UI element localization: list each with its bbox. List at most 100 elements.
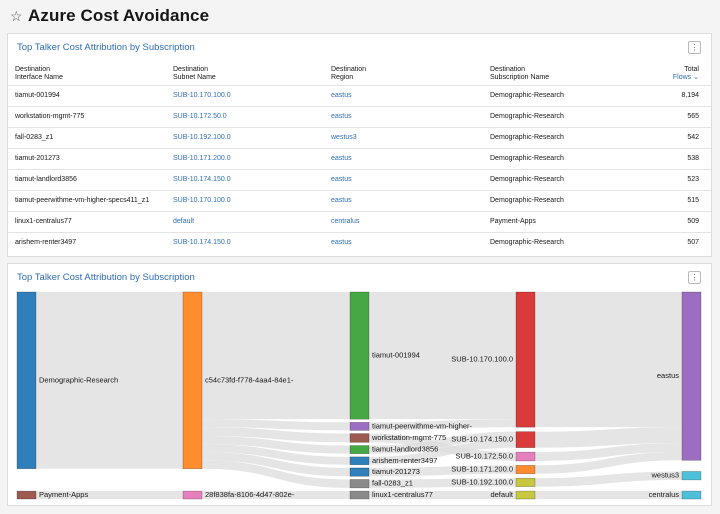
region-link[interactable]: eastus — [324, 105, 483, 127]
header-line1: Destination — [331, 65, 367, 73]
sankey-link[interactable] — [535, 443, 682, 461]
sankey-link[interactable] — [535, 491, 682, 499]
sankey-node-i_landlord[interactable] — [349, 445, 370, 454]
total-flows-cell: 8,194 — [641, 84, 711, 106]
region-header[interactable]: Destination Region — [324, 65, 483, 85]
subnet-name-header[interactable]: Destination Subnet Name — [166, 65, 324, 85]
subnet-name-link[interactable]: SUB-10.170.100.0 — [166, 84, 324, 106]
top-talker-table: Destination Interface Name Destination Subn… — [8, 65, 711, 253]
sankey-link[interactable] — [369, 431, 516, 454]
sankey-node-label: 28f838fa-8106-4d47-802e- — [205, 490, 295, 499]
subscription-name-header[interactable]: Destination Subscription Name — [483, 65, 641, 85]
sankey-node-r_centralus[interactable] — [681, 490, 702, 500]
sankey-node-i_arishem[interactable] — [349, 456, 370, 466]
region-link[interactable]: eastus — [324, 189, 483, 211]
sankey-link[interactable] — [202, 435, 350, 454]
table-row[interactable]: arishem-renter3497 SUB-10.174.150.0 eastus… — [8, 231, 711, 253]
sankey-link[interactable] — [202, 491, 350, 499]
sankey-link[interactable] — [535, 427, 682, 448]
sankey-link[interactable] — [369, 478, 516, 488]
region-link[interactable]: eastus — [324, 231, 483, 253]
sankey-node-s_174[interactable] — [515, 431, 536, 448]
interface-name-cell: fall-0283_z1 — [8, 126, 166, 148]
sankey-node-i_201273[interactable] — [349, 467, 370, 477]
table-row[interactable]: tiamut-001994 SUB-10.170.100.0 eastus Demog… — [8, 84, 711, 106]
sankey-link[interactable] — [202, 444, 350, 465]
sankey-node-label: centralus — [649, 490, 680, 499]
interface-name-header[interactable]: Destination Interface Name — [8, 65, 166, 85]
region-link[interactable]: eastus — [324, 168, 483, 190]
sankey-node-i_tiamut001994[interactable] — [349, 291, 370, 420]
total-flows-header[interactable]: Total Flows ⌄ — [641, 65, 711, 85]
total-flows-cell: 538 — [641, 147, 711, 169]
sankey-node-i_linux[interactable] — [349, 490, 370, 500]
subnet-name-link[interactable]: SUB-10.171.200.0 — [166, 147, 324, 169]
sankey-link[interactable] — [369, 491, 516, 499]
sankey-node-i_peer[interactable] — [349, 422, 370, 431]
sankey-node-label: tiamut-001994 — [372, 351, 420, 360]
sankey-card-menu-icon[interactable]: ⋮ — [688, 271, 701, 284]
subnet-name-link[interactable]: SUB-10.172.50.0 — [166, 105, 324, 127]
sankey-link[interactable] — [535, 471, 682, 487]
table-card-title: Top Talker Cost Attribution by Subscript… — [17, 42, 195, 53]
sankey-node-s_170[interactable] — [515, 291, 536, 428]
sankey-diagram: Demographic-Research Payment-Apps c54c73fd… — [16, 291, 702, 500]
sankey-node-label: Demographic-Research — [39, 375, 118, 384]
sankey-node-s_171[interactable] — [515, 465, 536, 475]
subscription-name-cell: Demographic-Research — [483, 147, 641, 169]
sankey-node-i_ws[interactable] — [349, 433, 370, 443]
sankey-link[interactable] — [369, 439, 516, 465]
sankey-link[interactable] — [369, 433, 516, 461]
table-body: tiamut-001994 SUB-10.170.100.0 eastus Demog… — [8, 84, 711, 253]
sankey-node-sub_dr[interactable] — [16, 291, 37, 469]
region-link[interactable]: westus3 — [324, 126, 483, 148]
sankey-link[interactable] — [202, 292, 350, 420]
table-row[interactable]: tiamut-201273 SUB-10.171.200.0 eastus Demog… — [8, 147, 711, 169]
total-flows-cell: 523 — [641, 168, 711, 190]
sankey-link[interactable] — [202, 419, 350, 431]
sankey-node-label: westus3 — [650, 471, 679, 480]
sankey-link[interactable] — [369, 465, 516, 477]
table-row[interactable]: fall-0283_z1 SUB-10.192.100.0 westus3 Demog… — [8, 126, 711, 148]
sankey-node-s_192[interactable] — [515, 477, 536, 487]
region-link[interactable]: eastus — [324, 147, 483, 169]
sankey-link[interactable] — [36, 491, 183, 499]
subnet-name-link[interactable]: SUB-10.170.100.0 — [166, 189, 324, 211]
sankey-link[interactable] — [369, 292, 516, 420]
sankey-link[interactable] — [535, 292, 682, 428]
sankey-node-r_eastus[interactable] — [681, 291, 702, 461]
sankey-node-i_fall[interactable] — [349, 479, 370, 489]
sort-descending-icon[interactable]: ⌄ — [691, 73, 699, 81]
subnet-name-link[interactable]: default — [166, 210, 324, 232]
region-link[interactable]: centralus — [324, 210, 483, 232]
page-header: ☆ Azure Cost Avoidance — [10, 5, 209, 27]
table-row[interactable]: linux1-centralus77 default centralus Paymen… — [8, 210, 711, 232]
sankey-link[interactable] — [535, 451, 682, 474]
sankey-node-s_default[interactable] — [515, 490, 536, 500]
sankey-link[interactable] — [202, 460, 350, 488]
sankey-node-tenant1[interactable] — [182, 291, 203, 469]
sankey-node-label: arishem-renter3497 — [372, 456, 437, 465]
subnet-name-link[interactable]: SUB-10.192.100.0 — [166, 126, 324, 148]
table-card-menu-icon[interactable]: ⋮ — [688, 41, 701, 54]
sankey-node-s_172[interactable] — [515, 451, 536, 462]
sankey-node-r_westus3[interactable] — [681, 471, 702, 481]
favorite-star-icon[interactable]: ☆ — [10, 7, 23, 24]
total-flows-cell: 515 — [641, 189, 711, 211]
sankey-link[interactable] — [202, 427, 350, 443]
table-row[interactable]: workstation-mgmt-775 SUB-10.172.50.0 eastu… — [8, 105, 711, 127]
region-link[interactable]: eastus — [324, 84, 483, 106]
table-row[interactable]: tiamut-landlord3856 SUB-10.174.150.0 eastu… — [8, 168, 711, 190]
sankey-node-label: SUB-10.192.100.0 — [451, 477, 513, 486]
sankey-node-label: tiamut-landlord3856 — [372, 445, 438, 454]
sankey-link[interactable] — [36, 292, 183, 469]
subnet-name-link[interactable]: SUB-10.174.150.0 — [166, 231, 324, 253]
sankey-node-label: c54c73fd-f778-4aa4-84e1- — [205, 375, 294, 384]
table-row[interactable]: tiamut-peerwithme-vm-higher-specs411_z1 S… — [8, 189, 711, 211]
sankey-node-sub_pa[interactable] — [16, 490, 37, 500]
top-talker-table-card: Top Talker Cost Attribution by Subscript… — [7, 33, 712, 257]
sankey-link[interactable] — [369, 419, 516, 431]
subnet-name-link[interactable]: SUB-10.174.150.0 — [166, 168, 324, 190]
sankey-node-tenant2[interactable] — [182, 490, 203, 500]
sankey-link[interactable] — [202, 451, 350, 477]
